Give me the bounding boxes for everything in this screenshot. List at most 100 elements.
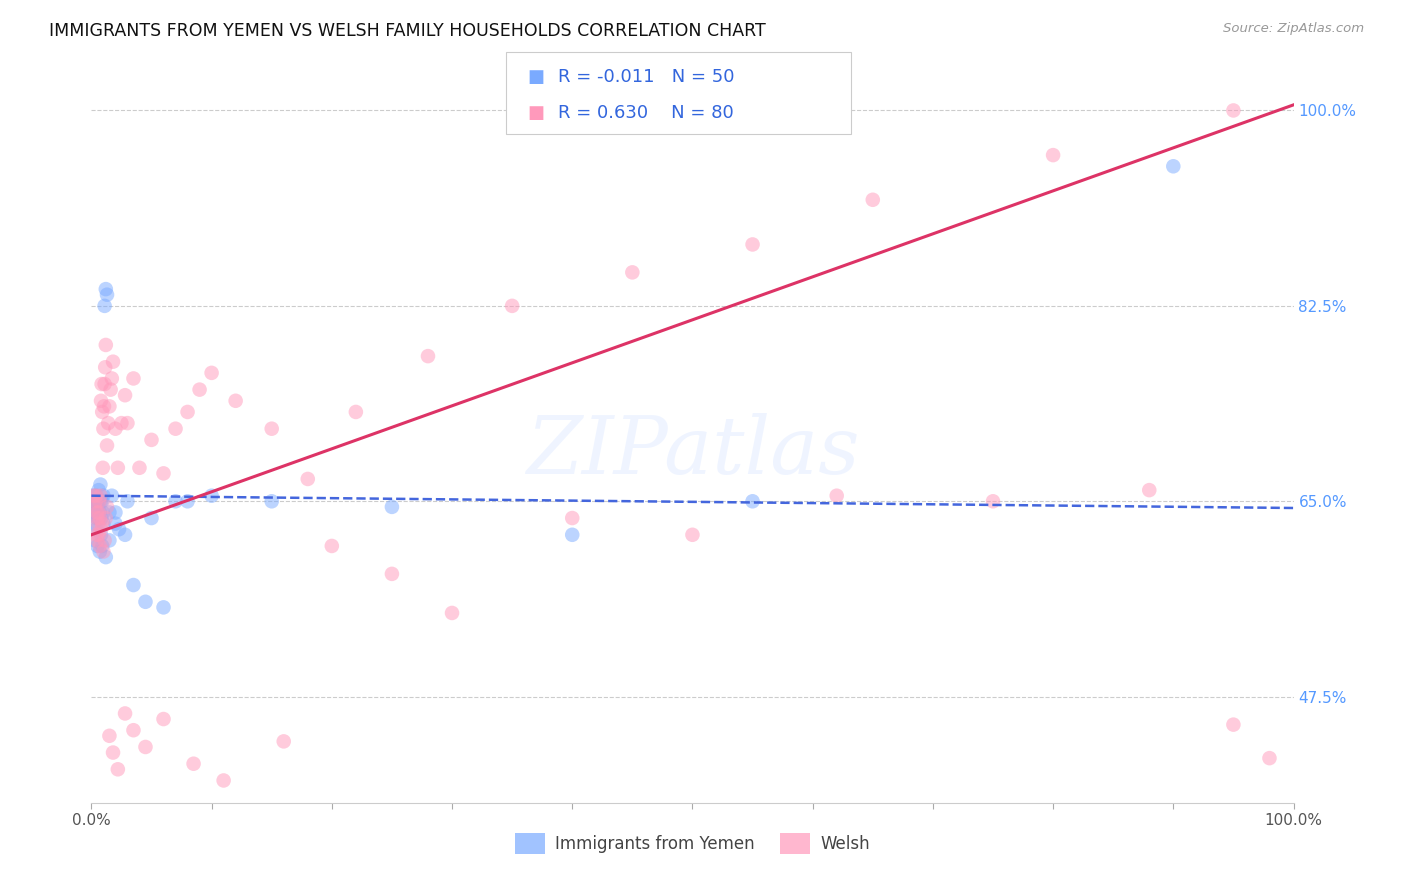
Point [84, 533, 107, 548]
Point [94, 338, 117, 352]
Point [93, 422, 115, 436]
Point [84, 489, 107, 503]
Point [90, 393, 112, 408]
Point [134, 595, 156, 609]
Point [93, 377, 115, 392]
Point [93, 533, 115, 548]
Point [225, 393, 247, 408]
Text: ■: ■ [527, 68, 544, 86]
Point [200, 489, 222, 503]
Point [87, 506, 110, 520]
Point [141, 433, 163, 447]
Point [122, 723, 145, 738]
Point [93, 489, 115, 503]
Point [89, 489, 111, 503]
Point [89, 506, 111, 520]
Point [87, 516, 110, 531]
Point [94, 550, 117, 565]
Point [862, 193, 884, 207]
Point [84, 489, 107, 503]
Point [83, 489, 105, 503]
Point [98, 506, 121, 520]
Point [94, 360, 117, 375]
Point [381, 500, 404, 514]
Point [89, 511, 111, 525]
Point [1258, 751, 1281, 765]
Point [561, 511, 583, 525]
Point [101, 371, 124, 385]
Point [122, 578, 145, 592]
Point [344, 405, 367, 419]
Point [104, 506, 127, 520]
Point [89, 477, 111, 491]
Point [87, 483, 110, 497]
Point [91, 405, 114, 419]
Point [152, 467, 174, 481]
Point [321, 539, 343, 553]
Point [741, 237, 763, 252]
Point [91, 506, 114, 520]
Point [107, 460, 129, 475]
Point [621, 265, 644, 279]
Point [681, 528, 703, 542]
Point [381, 566, 404, 581]
Point [416, 349, 439, 363]
Point [93, 299, 115, 313]
Point [91, 460, 114, 475]
Point [260, 494, 283, 508]
Point [110, 416, 132, 430]
Point [86, 494, 108, 508]
Point [84, 500, 107, 514]
Point [96, 438, 118, 452]
Point [93, 544, 115, 558]
Point [1222, 717, 1244, 731]
Point [90, 528, 112, 542]
Point [741, 494, 763, 508]
Point [89, 494, 111, 508]
Point [93, 400, 115, 414]
Point [176, 405, 198, 419]
Point [84, 506, 107, 520]
Point [981, 494, 1004, 508]
Point [90, 511, 112, 525]
Point [104, 422, 127, 436]
Point [501, 299, 523, 313]
Point [89, 544, 111, 558]
Point [86, 511, 108, 525]
Point [108, 522, 131, 536]
Point [114, 388, 136, 402]
Point [1137, 483, 1160, 497]
Text: R = -0.011   N = 50: R = -0.011 N = 50 [558, 68, 735, 86]
Point [91, 539, 114, 553]
Point [1161, 159, 1184, 173]
Point [212, 773, 235, 788]
Point [561, 528, 583, 542]
Point [101, 746, 124, 760]
Point [87, 528, 110, 542]
Point [297, 472, 319, 486]
Point [101, 354, 124, 368]
Point [128, 460, 150, 475]
Point [90, 494, 112, 508]
Point [94, 282, 117, 296]
Point [117, 416, 139, 430]
Point [114, 528, 136, 542]
Point [825, 489, 848, 503]
Point [152, 712, 174, 726]
Point [96, 500, 118, 514]
Text: ■: ■ [527, 104, 544, 122]
Point [82, 489, 104, 503]
Point [98, 729, 121, 743]
Point [107, 762, 129, 776]
Text: R = 0.630    N = 80: R = 0.630 N = 80 [558, 104, 734, 122]
Point [141, 511, 163, 525]
Point [94, 511, 117, 525]
Point [96, 287, 118, 301]
Point [165, 422, 187, 436]
Point [83, 500, 105, 514]
Point [89, 494, 111, 508]
Point [114, 706, 136, 721]
Point [90, 377, 112, 392]
Point [91, 516, 114, 531]
Point [97, 416, 120, 430]
